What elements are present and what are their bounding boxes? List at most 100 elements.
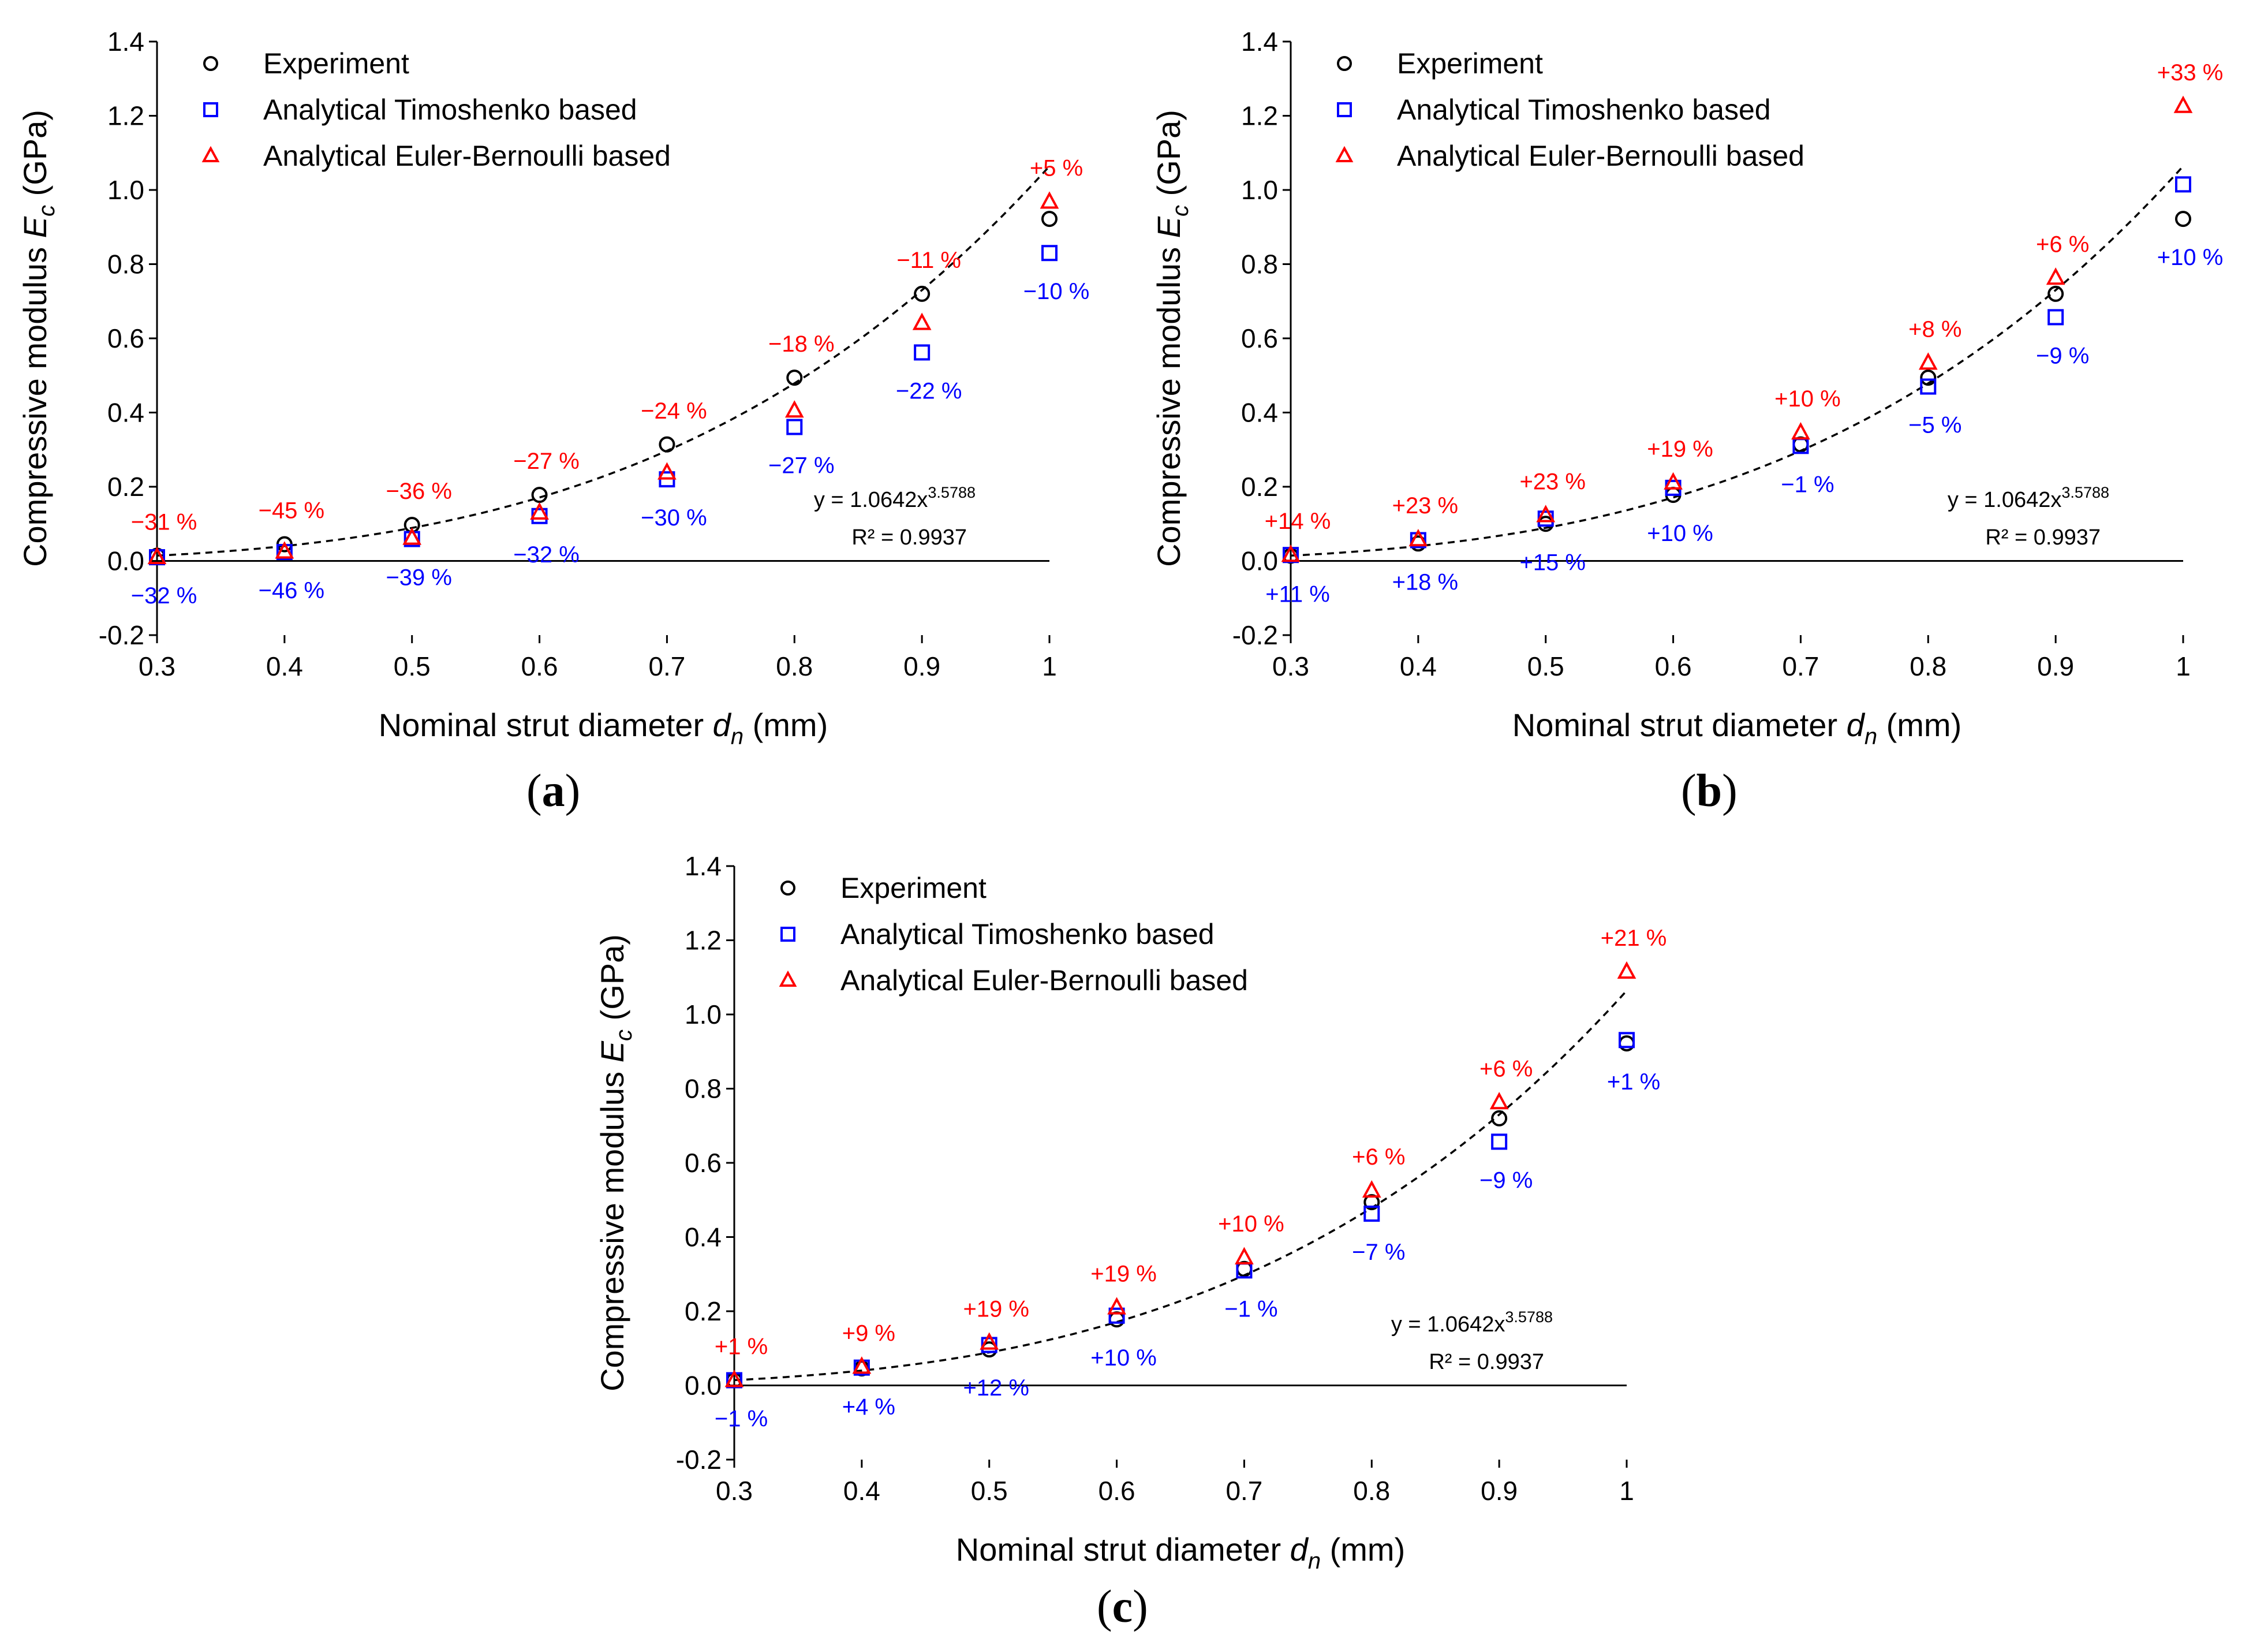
x-tick-label: 0.7 <box>1782 651 1819 681</box>
y-tick-label: 0.6 <box>685 1148 722 1178</box>
euler-deviation-label: +19 % <box>963 1297 1029 1322</box>
x-tick-label: 0.6 <box>1655 651 1692 681</box>
fit-r-squared: R² = 0.9937 <box>1429 1350 1544 1374</box>
y-tick-label: 0.8 <box>685 1074 722 1104</box>
y-tick-label: 0.0 <box>1241 546 1278 576</box>
euler-deviation-label: −11 % <box>896 248 961 273</box>
euler-point <box>1281 544 1301 562</box>
x-tick-label: 1 <box>2176 651 2191 681</box>
x-tick-label: 1 <box>1619 1476 1634 1506</box>
experiment-point <box>914 285 931 302</box>
timoshenko-deviation-label: +10 % <box>2157 245 2224 270</box>
euler-deviation-label: +6 % <box>1479 1056 1533 1081</box>
x-tick-label: 0.5 <box>394 651 431 681</box>
legend-marker-timoshenko <box>203 102 218 117</box>
timoshenko-deviation-label: −27 % <box>768 453 835 479</box>
y-tick-label: 0.8 <box>1241 249 1278 279</box>
panel-label-a: (a) <box>526 766 581 816</box>
euler-point <box>1408 529 1428 547</box>
x-tick-label: 0.3 <box>716 1476 753 1506</box>
fit-equation: y = 1.0642x3.5788 <box>1391 1308 1553 1337</box>
timoshenko-deviation-label: −30 % <box>641 505 707 531</box>
euler-deviation-label: +10 % <box>1774 386 1841 412</box>
timoshenko-point <box>1363 1206 1380 1222</box>
euler-point <box>912 312 932 330</box>
euler-point <box>784 400 804 418</box>
euler-deviation-label: +19 % <box>1090 1262 1157 1287</box>
timoshenko-deviation-label: +18 % <box>1392 569 1459 595</box>
euler-deviation-label: +19 % <box>1647 436 1713 462</box>
euler-point <box>147 546 167 565</box>
timoshenko-deviation-label: +4 % <box>842 1394 895 1420</box>
legend-entry: Analytical Euler-Bernoulli based <box>1397 140 1804 172</box>
euler-deviation-label: +14 % <box>1265 509 1331 534</box>
timoshenko-point <box>981 1337 997 1353</box>
euler-deviation-label: +23 % <box>1392 493 1459 518</box>
x-tick-label: 0.9 <box>1481 1476 1518 1506</box>
legend-entry: Experiment <box>1397 47 1543 80</box>
legend-entry: Analytical Timoshenko based <box>263 94 637 126</box>
y-tick-label: 1.2 <box>1241 101 1278 131</box>
timoshenko-point <box>2175 176 2191 193</box>
timoshenko-deviation-label: −1 % <box>1224 1296 1277 1322</box>
euler-point <box>1536 505 1556 523</box>
legend-marker-experiment <box>203 56 218 71</box>
chart-panel-a: -0.2 0.0 0.2 0.4 0.6 0.8 1.0 1.2 1.4 0.3 0.4 0.5 0.6… <box>0 0 1134 824</box>
euler-point <box>1235 1247 1254 1264</box>
timoshenko-deviation-label: +12 % <box>963 1375 1029 1401</box>
timoshenko-point <box>1619 1032 1635 1049</box>
euler-point <box>2173 95 2193 113</box>
chart-c-svg: -0.2 0.0 0.2 0.4 0.6 0.8 1.0 1.2 1.4 0.3 0.4 0.5 0.6… <box>594 851 1667 1574</box>
y-axis-label: Compressive modulus Ec (GPa) <box>1150 110 1193 567</box>
x-tick-label: 0.3 <box>1272 651 1309 681</box>
y-tick-label: 0.6 <box>107 323 144 353</box>
legend-marker-experiment <box>1337 56 1352 71</box>
euler-point <box>980 1332 999 1350</box>
y-tick-label: 1.0 <box>1241 175 1278 205</box>
chart-panel-b: -0.2 0.0 0.2 0.4 0.6 0.8 1.0 1.2 1.4 0.3 0.4 0.5 0.6… <box>1134 0 2267 824</box>
y-tick-label: 0.4 <box>1241 398 1278 428</box>
euler-point <box>2046 267 2065 285</box>
y-tick-label: 1.4 <box>1241 27 1278 57</box>
power-fit-curve <box>1290 165 2184 557</box>
chart-panel-c: -0.2 0.0 0.2 0.4 0.6 0.8 1.0 1.2 1.4 0.3 0.4 0.5 0.6… <box>577 824 1711 1649</box>
euler-point <box>1791 421 1810 440</box>
timoshenko-deviation-label: −5 % <box>1908 413 1961 438</box>
x-tick-label: 0.9 <box>903 651 940 681</box>
euler-point <box>275 541 294 559</box>
timoshenko-deviation-label: +1 % <box>1607 1069 1660 1095</box>
x-tick-label: 0.7 <box>648 651 685 681</box>
y-tick-label: 0.4 <box>107 398 144 428</box>
x-tick-label: 0.4 <box>1400 651 1437 681</box>
euler-deviation-label: −31 % <box>131 510 197 535</box>
legend-marker-experiment <box>780 881 795 896</box>
euler-point <box>1664 472 1683 490</box>
y-tick-label: 1.2 <box>685 926 722 956</box>
x-tick-label: 0.4 <box>266 651 303 681</box>
x-tick-label: 0.8 <box>1353 1476 1390 1506</box>
x-tick-label: 0.7 <box>1225 1476 1262 1506</box>
x-tick-label: 0.5 <box>971 1476 1008 1506</box>
euler-deviation-label: −18 % <box>768 331 835 357</box>
timoshenko-point <box>1041 245 1058 262</box>
euler-deviation-label: +21 % <box>1601 926 1667 951</box>
legend-marker-timoshenko <box>1337 102 1352 117</box>
experiment-point <box>786 370 803 386</box>
timoshenko-deviation-label: −32 % <box>513 542 580 568</box>
x-tick-label: 0.8 <box>1910 651 1946 681</box>
chart-b-svg: -0.2 0.0 0.2 0.4 0.6 0.8 1.0 1.2 1.4 0.3 0.4 0.5 0.6… <box>1150 27 2224 749</box>
legend-entry: Experiment <box>840 872 987 904</box>
euler-deviation-label: −24 % <box>641 398 707 424</box>
x-tick-label: 0.6 <box>521 651 558 681</box>
timoshenko-deviation-label: +10 % <box>1647 521 1713 546</box>
power-fit-curve <box>156 165 1051 557</box>
euler-deviation-label: +9 % <box>842 1320 895 1346</box>
x-tick-label: 0.5 <box>1527 651 1564 681</box>
x-tick-label: 0.3 <box>139 651 175 681</box>
timoshenko-deviation-label: −1 % <box>715 1406 768 1432</box>
experiment-point <box>1041 211 1058 227</box>
fit-r-squared: R² = 0.9937 <box>1985 525 2101 550</box>
y-tick-label: -0.2 <box>676 1445 722 1475</box>
y-tick-label: 0.2 <box>107 472 144 502</box>
timoshenko-point <box>914 344 931 361</box>
